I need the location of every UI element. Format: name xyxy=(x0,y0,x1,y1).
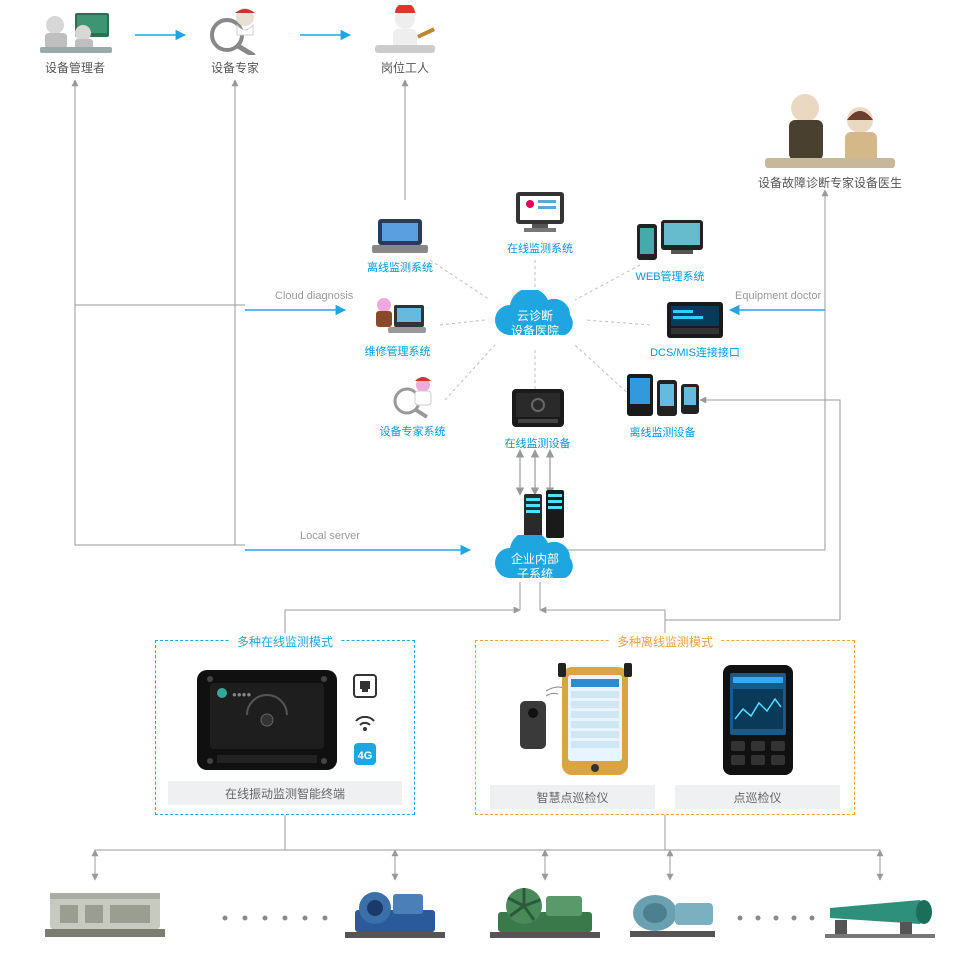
expert-icon xyxy=(195,5,275,55)
spoke-offline-dev: 离线监测设备 xyxy=(615,370,710,440)
cloud-line1: 云诊断 xyxy=(517,308,553,323)
machine-5 xyxy=(820,890,940,940)
spoke-online-dev: 在线监测设备 xyxy=(495,385,580,451)
wifi-icon xyxy=(352,707,378,733)
cloud-line2: 设备医院 xyxy=(511,324,559,338)
spoke-web-mgmt: WEB管理系统 xyxy=(625,220,715,284)
spoke-maint-mgmt-label: 维修管理系统 xyxy=(365,343,431,359)
spoke-expert-sys: 设备专家系统 xyxy=(370,375,455,439)
doctor-icon xyxy=(755,80,905,170)
spoke-dcs-mis-label: DCS/MIS连接接口 xyxy=(650,344,740,360)
vibration-terminal-icon: ●●●● xyxy=(192,665,342,775)
monitor-icon xyxy=(510,190,570,236)
offline-mode-box: 多种离线监测模式 智慧点巡检仪 xyxy=(475,640,855,815)
role-manager-label: 设备管理者 xyxy=(45,59,105,76)
spoke-offline-sys: 离线监测系统 xyxy=(360,215,440,275)
spoke-offline-dev-label: 离线监测设备 xyxy=(630,424,696,440)
label-local-server: Local server xyxy=(300,530,360,542)
machine-3 xyxy=(490,880,600,940)
spoke-dcs-mis: DCS/MIS连接接口 xyxy=(640,300,750,360)
local-cloud-line1: 企业内部 xyxy=(511,551,559,566)
machine-2 xyxy=(345,880,445,940)
cloud-icon: 云诊断 设备医院 xyxy=(485,290,585,354)
online-mode-title: 多种在线监测模式 xyxy=(229,633,341,650)
smart-inspector-label: 智慧点巡检仪 xyxy=(490,785,655,809)
label-cloud-diagnosis: Cloud diagnosis xyxy=(275,290,353,302)
role-manager: 设备管理者 xyxy=(30,5,120,76)
box-device-icon xyxy=(508,385,568,431)
manager-icon xyxy=(35,5,115,55)
offline-mode-title: 多种离线监测模式 xyxy=(609,633,721,650)
handhelds-icon xyxy=(625,370,701,420)
spoke-web-mgmt-label: WEB管理系统 xyxy=(635,268,704,284)
spoke-online-sys-label: 在线监测系统 xyxy=(507,240,573,256)
local-cloud-line2: 子系统 xyxy=(517,567,553,581)
local-cloud: 企业内部 子系统 xyxy=(485,535,585,595)
label-equipment-doctor: Equipment doctor xyxy=(735,290,821,302)
role-worker: 岗位工人 xyxy=(360,5,450,76)
role-doctor: 设备故障诊断专家设备医生 xyxy=(740,80,920,191)
cloud-icon: 企业内部 子系统 xyxy=(485,535,585,595)
4g-icon: 4G xyxy=(352,741,378,767)
role-doctor-label: 设备故障诊断专家设备医生 xyxy=(758,174,902,191)
point-inspector-label: 点巡检仪 xyxy=(675,785,840,809)
cloud-diagnosis-center: 云诊断 设备医院 xyxy=(485,290,585,354)
machine-1 xyxy=(45,885,165,940)
laptop-icon xyxy=(372,215,428,255)
lan-icon xyxy=(352,673,378,699)
svg-text:●●●●: ●●●● xyxy=(232,690,251,699)
machine-4 xyxy=(625,885,720,940)
role-expert-label: 设备专家 xyxy=(211,59,259,76)
phones-icon xyxy=(635,220,705,264)
online-device-label: 在线振动监测智能终端 xyxy=(168,781,402,805)
expert-sys-icon xyxy=(385,375,441,419)
spoke-offline-sys-label: 离线监测系统 xyxy=(367,259,433,275)
role-worker-label: 岗位工人 xyxy=(381,59,429,76)
panel-icon xyxy=(665,300,725,340)
spoke-online-dev-label: 在线监测设备 xyxy=(505,435,571,451)
laptop-person-icon xyxy=(368,295,428,339)
spoke-online-sys: 在线监测系统 xyxy=(500,190,580,256)
smart-inspector-icon xyxy=(508,661,638,779)
online-mode-box: 多种在线监测模式 ●●●● 4G 在线振动监测智能终端 xyxy=(155,640,415,815)
point-inspector-icon xyxy=(703,661,813,779)
spoke-expert-sys-label: 设备专家系统 xyxy=(380,423,446,439)
svg-text:4G: 4G xyxy=(358,750,373,762)
role-expert: 设备专家 xyxy=(190,5,280,76)
worker-icon xyxy=(365,5,445,55)
spoke-maint-mgmt: 维修管理系统 xyxy=(355,295,440,359)
